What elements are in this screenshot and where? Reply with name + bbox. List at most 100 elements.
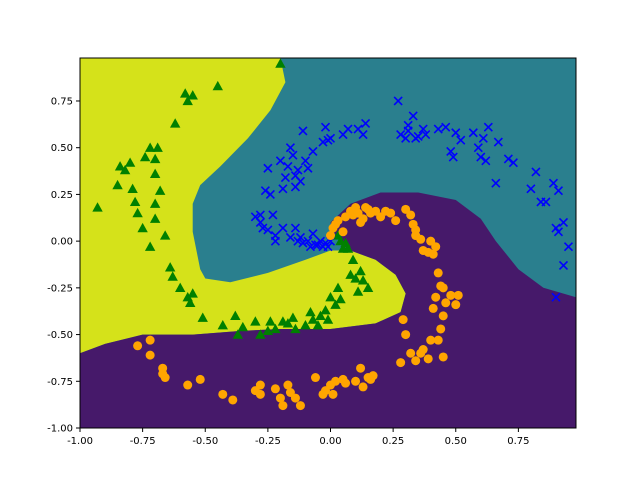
point-class-2 [428, 303, 438, 313]
point-class-2 [358, 382, 368, 392]
point-class-2 [438, 283, 448, 293]
point-class-2 [416, 348, 426, 358]
point-class-1 [418, 124, 428, 134]
point-class-0 [332, 230, 344, 240]
point-class-1 [303, 163, 313, 173]
point-class-1 [531, 167, 541, 177]
point-class-0 [347, 254, 359, 264]
y-tick-label: -0.75 [47, 377, 73, 388]
y-tick-label: 0.00 [51, 237, 73, 248]
point-class-1 [456, 135, 466, 145]
point-class-2 [133, 341, 143, 351]
point-class-0 [187, 288, 198, 298]
point-class-1 [551, 292, 561, 302]
point-class-1 [323, 242, 333, 252]
x-tick-label: -0.75 [130, 436, 156, 447]
point-class-1 [421, 130, 431, 140]
point-class-1 [270, 236, 280, 246]
point-class-1 [290, 223, 300, 233]
point-class-0 [332, 282, 344, 293]
point-class-2 [331, 376, 341, 386]
point-class-0 [149, 213, 161, 223]
point-class-0 [307, 314, 319, 324]
point-class-2 [338, 227, 348, 237]
x-tick-label: -1.00 [67, 436, 93, 447]
point-class-0 [232, 329, 244, 339]
axes: -1.00 -0.75 -0.50 -0.25 0.00 0.25 0.50 0.75 -1.0… [47, 96, 529, 447]
point-class-0 [180, 88, 191, 98]
point-class-0 [230, 310, 241, 321]
point-class-0 [322, 314, 334, 324]
point-class-1 [268, 210, 278, 220]
point-class-0 [342, 243, 354, 253]
point-class-0 [149, 153, 161, 164]
point-class-0 [362, 282, 374, 293]
point-class-0 [159, 230, 171, 240]
point-class-1 [293, 165, 303, 175]
point-class-1 [441, 122, 451, 132]
point-class-0 [144, 241, 156, 251]
y-tick-label: -0.50 [47, 330, 73, 341]
point-class-0 [335, 235, 346, 246]
point-class-2 [283, 380, 293, 390]
point-class-1 [275, 156, 285, 166]
point-class-0 [300, 320, 311, 330]
point-class-0 [175, 282, 186, 293]
point-class-2 [391, 216, 401, 226]
point-class-2 [333, 216, 343, 226]
y-tick-label: -1.00 [47, 424, 73, 435]
point-class-0 [282, 318, 294, 328]
point-class-2 [356, 363, 366, 373]
point-class-0 [237, 321, 249, 332]
point-class-1 [295, 176, 306, 186]
point-class-2 [398, 315, 408, 325]
point-class-0 [330, 299, 341, 309]
point-class-0 [149, 198, 161, 208]
point-class-1 [298, 238, 308, 248]
point-class-0 [127, 183, 138, 193]
point-class-2 [406, 348, 416, 358]
point-class-0 [250, 316, 261, 326]
point-class-1 [393, 96, 403, 106]
point-class-1 [503, 154, 513, 164]
y-tick-label: 0.50 [51, 143, 73, 154]
point-class-1 [508, 158, 518, 168]
point-class-0 [139, 151, 151, 162]
x-tick-label: -0.50 [192, 436, 218, 447]
point-class-1 [481, 156, 491, 166]
point-class-2 [351, 376, 361, 386]
y-tick-label: -0.25 [47, 283, 73, 294]
region-class-2 [80, 192, 576, 428]
point-class-2 [396, 358, 406, 368]
point-class-0 [187, 90, 198, 100]
x-tick-label: -0.25 [255, 436, 281, 447]
point-class-2 [423, 354, 433, 364]
point-class-1 [448, 152, 458, 162]
point-class-2 [453, 290, 463, 300]
point-class-2 [446, 290, 456, 300]
point-class-1 [255, 217, 265, 228]
point-class-2 [426, 335, 436, 345]
point-class-1 [446, 146, 456, 156]
point-class-1 [263, 225, 273, 235]
point-class-0 [352, 286, 364, 296]
point-class-2 [431, 242, 441, 252]
point-class-0 [275, 58, 286, 68]
x-tick-label: 0.75 [507, 436, 529, 447]
point-class-2 [401, 330, 411, 340]
point-class-2 [433, 335, 443, 345]
point-class-1 [476, 152, 486, 162]
point-class-1 [401, 133, 411, 143]
point-class-1 [548, 178, 559, 188]
point-class-0 [114, 161, 126, 171]
point-class-2 [326, 231, 336, 241]
x-tick-label: 0.25 [382, 436, 404, 447]
point-class-1 [265, 189, 275, 199]
point-class-0 [167, 271, 178, 281]
point-class-0 [265, 316, 276, 326]
point-class-1 [258, 223, 268, 233]
point-class-1 [408, 111, 418, 121]
point-class-1 [288, 150, 298, 160]
point-class-0 [357, 275, 369, 285]
point-class-0 [325, 291, 336, 302]
